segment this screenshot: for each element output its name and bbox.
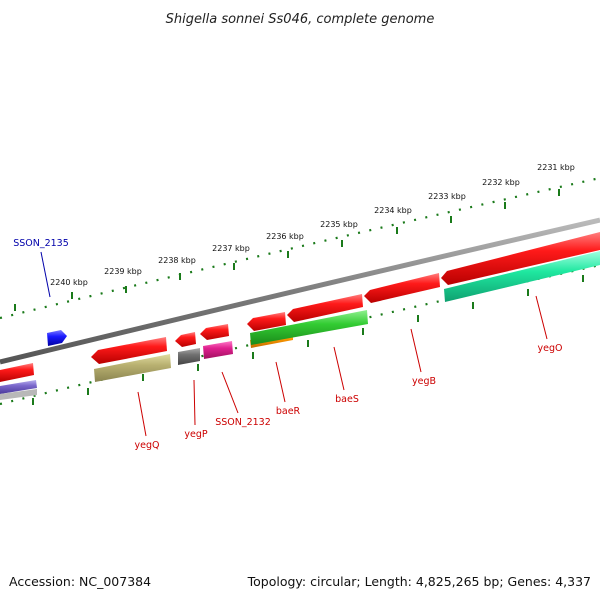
gene-sson-2132-magenta <box>203 341 233 359</box>
scale-outer-ticks <box>14 189 560 311</box>
accession-text: Accession: NC_007384 <box>9 574 151 589</box>
gene-yego-aqua <box>444 251 600 302</box>
gene-baer <box>247 312 286 331</box>
gene-gray-left <box>0 389 37 400</box>
tick-label-2233: 2233 kbp <box>428 192 466 201</box>
genome-summary-text: Topology: circular; Length: 4,825,265 bp… <box>247 574 591 589</box>
gene-labels: SSON_2135 yegQ yegP SSON_2132 baeR baeS … <box>13 238 562 451</box>
genome-backbone <box>0 217 600 365</box>
tick-label-2237: 2237 kbp <box>212 244 250 253</box>
leader-yegb <box>410 328 422 373</box>
leader-sson-2132 <box>221 371 239 414</box>
gene-sson-2132 <box>200 324 229 340</box>
tick-label-2236: 2236 kbp <box>266 232 304 241</box>
tick-label-2231: 2231 kbp <box>537 163 575 172</box>
gene-yegb <box>364 273 440 303</box>
gene-baes-green <box>250 310 368 345</box>
scale-outer-dots <box>0 176 600 320</box>
scale-inner-ticks <box>32 275 584 405</box>
tick-label-2234: 2234 kbp <box>374 206 412 215</box>
label-leaders <box>40 251 548 437</box>
leader-baer <box>275 361 286 403</box>
gene-yegp <box>175 332 196 347</box>
gene-label-sson-2132: SSON_2132 <box>215 417 271 428</box>
leader-yego <box>535 295 548 340</box>
gene-label-sson-2135: SSON_2135 <box>13 238 69 249</box>
leader-yegp <box>193 379 196 426</box>
gene-label-baes: baeS <box>335 394 359 405</box>
gene-label-yegp: yegP <box>184 429 207 440</box>
tick-label-2235: 2235 kbp <box>320 220 358 229</box>
gene-sson-2135 <box>47 330 67 346</box>
genome-title: Shigella sonnei Ss046, complete genome <box>166 12 435 27</box>
tick-label-2238: 2238 kbp <box>158 256 196 265</box>
gene-red-left <box>0 363 34 382</box>
leader-sson-2135 <box>40 251 51 298</box>
gene-label-yego: yegO <box>538 343 563 354</box>
gene-label-yegq: yegQ <box>135 440 160 451</box>
gene-purple-left <box>0 380 37 394</box>
gene-label-yegb: yegB <box>412 376 436 387</box>
gene-label-baer: baeR <box>276 406 301 417</box>
gene-yegp-gray <box>178 348 200 365</box>
gene-baes <box>287 294 363 322</box>
tick-label-2232: 2232 kbp <box>482 178 520 187</box>
gene-yegq <box>91 337 167 364</box>
gene-yegq-olive <box>94 354 171 382</box>
gene-yego <box>441 232 600 285</box>
tick-label-2240: 2240 kbp <box>50 278 88 287</box>
scale-tick-labels: 2231 kbp 2232 kbp 2233 kbp 2234 kbp 2235… <box>50 163 575 287</box>
gene-features <box>0 232 600 400</box>
leader-yegq <box>137 391 147 437</box>
tick-label-2239: 2239 kbp <box>104 267 142 276</box>
leader-baes <box>333 346 345 391</box>
